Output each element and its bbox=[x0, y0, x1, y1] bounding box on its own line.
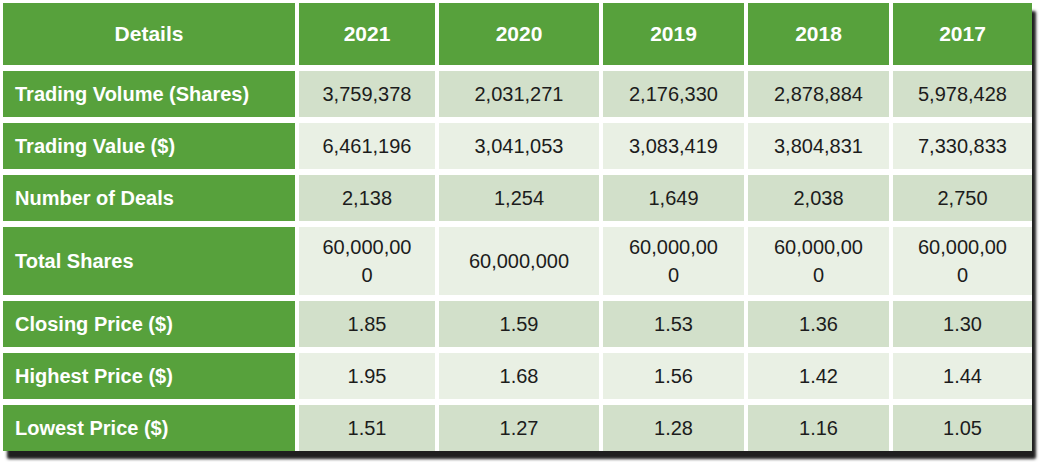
slide-canvas: Details20212020201920182017 Trading Volu… bbox=[0, 0, 1043, 465]
row-label: Trading Volume (Shares) bbox=[3, 71, 295, 117]
cell: 1.68 bbox=[439, 353, 599, 399]
cell: 1.16 bbox=[748, 405, 889, 451]
column-header-year-2017: 2017 bbox=[893, 3, 1032, 65]
cell: 3,083,419 bbox=[603, 123, 744, 169]
row-label: Highest Price ($) bbox=[3, 353, 295, 399]
cell: 60,000,000 bbox=[748, 227, 889, 295]
cell: 60,000,000 bbox=[299, 227, 435, 295]
row-label: Number of Deals bbox=[3, 175, 295, 221]
trading-statistics-table: Details20212020201920182017 Trading Volu… bbox=[3, 3, 1032, 451]
cell: 1.95 bbox=[299, 353, 435, 399]
cell: 1.27 bbox=[439, 405, 599, 451]
column-header-year-2019: 2019 bbox=[603, 3, 744, 65]
cell: 1.53 bbox=[603, 301, 744, 347]
cell: 3,041,053 bbox=[439, 123, 599, 169]
cell: 60,000,000 bbox=[893, 227, 1032, 295]
table-row-total-shares: Total Shares60,000,00060,000,00060,000,0… bbox=[3, 227, 1032, 295]
column-header-year-2021: 2021 bbox=[299, 3, 435, 65]
table-row-number-of-deals: Number of Deals2,1381,2541,6492,0382,750 bbox=[3, 175, 1032, 221]
column-header-year-2020: 2020 bbox=[439, 3, 599, 65]
cell: 2,176,330 bbox=[603, 71, 744, 117]
cell: 1.51 bbox=[299, 405, 435, 451]
cell: 1.28 bbox=[603, 405, 744, 451]
cell: 5,978,428 bbox=[893, 71, 1032, 117]
cell: 1.05 bbox=[893, 405, 1032, 451]
table-row-highest-price: Highest Price ($)1.951.681.561.421.44 bbox=[3, 353, 1032, 399]
cell: 1,649 bbox=[603, 175, 744, 221]
cell: 1.56 bbox=[603, 353, 744, 399]
cell: 2,038 bbox=[748, 175, 889, 221]
cell: 60,000,000 bbox=[603, 227, 744, 295]
cell: 2,750 bbox=[893, 175, 1032, 221]
row-label: Trading Value ($) bbox=[3, 123, 295, 169]
table-row-trading-volume-shares: Trading Volume (Shares)3,759,3782,031,27… bbox=[3, 71, 1032, 117]
table-row-lowest-price: Lowest Price ($)1.511.271.281.161.05 bbox=[3, 405, 1032, 451]
cell: 2,031,271 bbox=[439, 71, 599, 117]
cell: 3,759,378 bbox=[299, 71, 435, 117]
column-header-details: Details bbox=[3, 3, 295, 65]
cell: 2,878,884 bbox=[748, 71, 889, 117]
cell: 6,461,196 bbox=[299, 123, 435, 169]
cell: 1.42 bbox=[748, 353, 889, 399]
cell: 1,254 bbox=[439, 175, 599, 221]
row-label: Lowest Price ($) bbox=[3, 405, 295, 451]
cell: 1.44 bbox=[893, 353, 1032, 399]
cell: 1.59 bbox=[439, 301, 599, 347]
cell: 7,330,833 bbox=[893, 123, 1032, 169]
cell: 1.30 bbox=[893, 301, 1032, 347]
table-row-trading-value: Trading Value ($)6,461,1963,041,0533,083… bbox=[3, 123, 1032, 169]
table-row-closing-price: Closing Price ($)1.851.591.531.361.30 bbox=[3, 301, 1032, 347]
row-label: Total Shares bbox=[3, 227, 295, 295]
cell: 1.85 bbox=[299, 301, 435, 347]
cell: 1.36 bbox=[748, 301, 889, 347]
cell: 60,000,000 bbox=[439, 227, 599, 295]
header-row: Details20212020201920182017 bbox=[3, 3, 1032, 65]
trading-statistics-grid: Details20212020201920182017 Trading Volu… bbox=[0, 0, 1036, 457]
cell: 3,804,831 bbox=[748, 123, 889, 169]
row-label: Closing Price ($) bbox=[3, 301, 295, 347]
cell: 2,138 bbox=[299, 175, 435, 221]
column-header-year-2018: 2018 bbox=[748, 3, 889, 65]
